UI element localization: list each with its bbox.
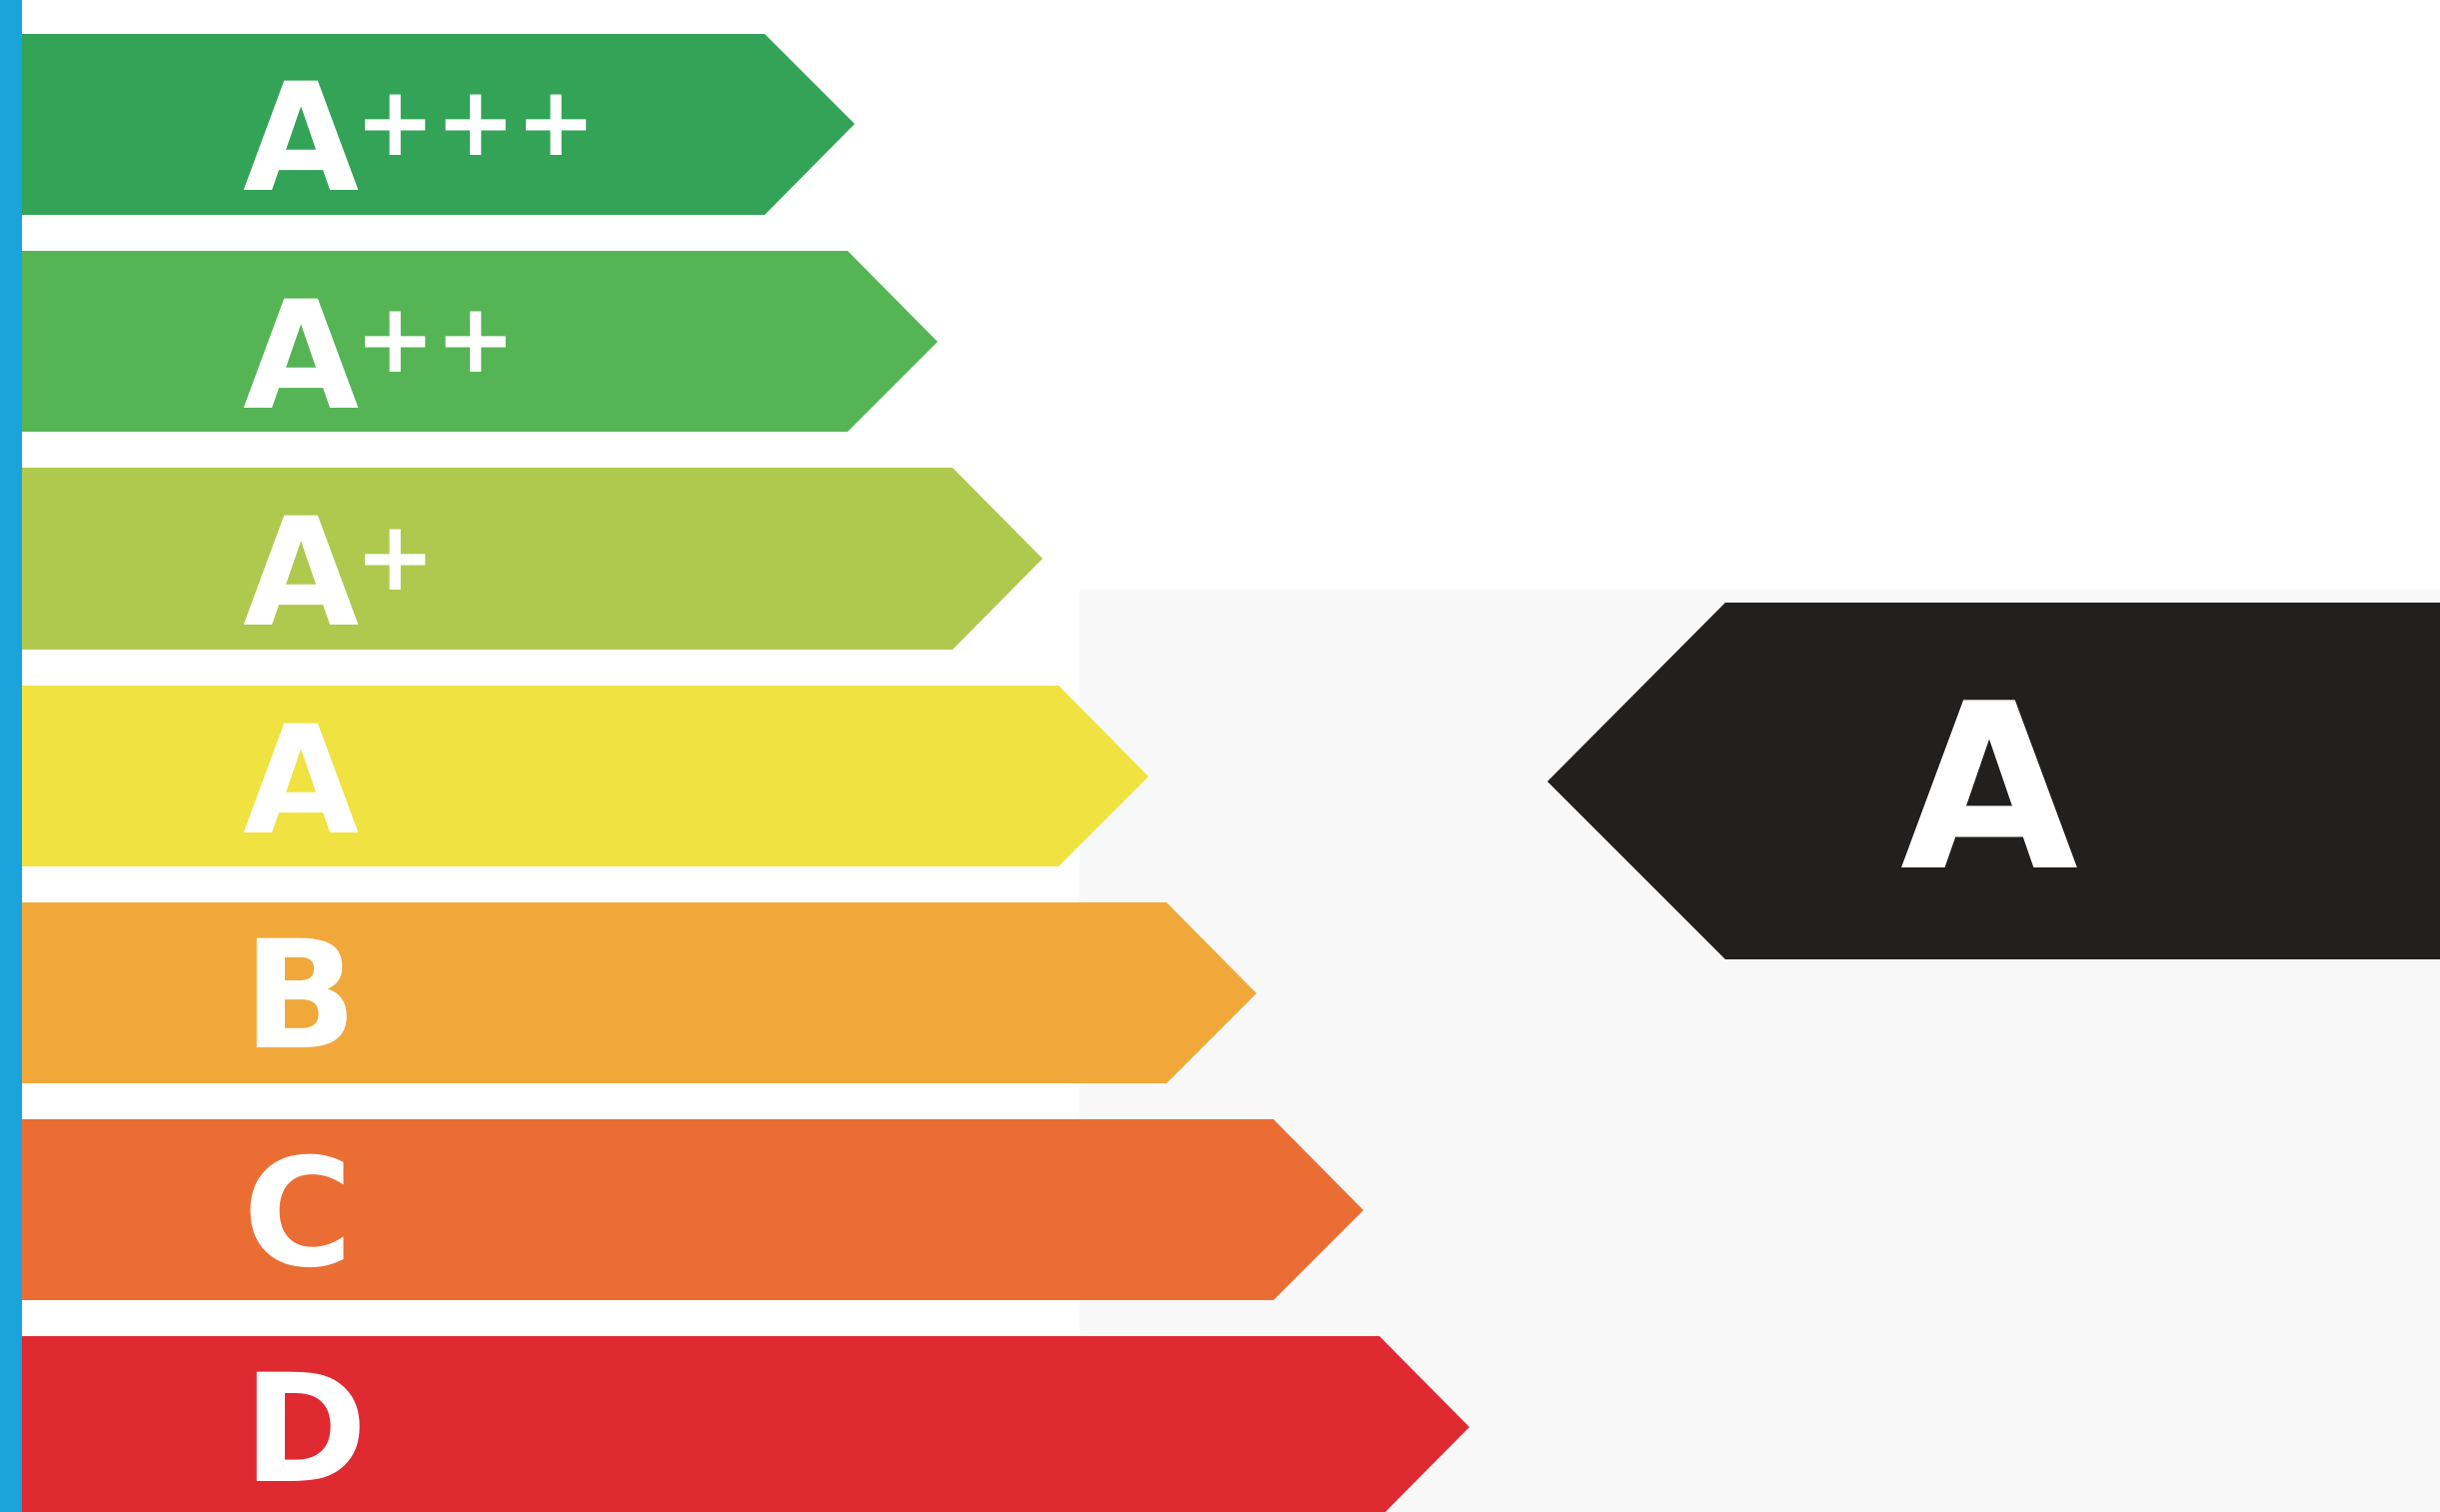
class-plus: +++ — [355, 66, 596, 178]
class-arrow-shape — [22, 1336, 1469, 1512]
efficiency-class-scale: A +++ A ++ A + A B C D — [22, 34, 1469, 1512]
class-arrow-shape — [22, 468, 1043, 650]
class-plus: ++ — [355, 283, 516, 395]
class-letter: B — [243, 909, 357, 1083]
class-letter: C — [243, 1127, 353, 1301]
rating-arrow-point — [1547, 603, 1725, 959]
rating-arrow-shape — [1725, 603, 2440, 959]
class-arrow-shape — [22, 1119, 1363, 1300]
class-arrow-shape — [22, 686, 1149, 866]
class-arrow: A ++ — [22, 251, 938, 444]
class-plus: + — [355, 501, 435, 613]
left-accent-bar — [0, 0, 22, 1512]
class-letter: A — [243, 487, 359, 661]
class-letter: A — [243, 695, 359, 868]
class-letter: A — [243, 52, 359, 226]
class-arrow: A — [22, 686, 1149, 868]
class-arrow-shape — [22, 902, 1256, 1083]
rating-indicator: A — [1547, 603, 2440, 959]
class-arrow: A + — [22, 468, 1043, 661]
class-letter: A — [243, 270, 359, 444]
class-arrow: A +++ — [22, 34, 855, 226]
class-letter: D — [243, 1343, 368, 1512]
class-arrow: D — [22, 1336, 1469, 1512]
class-arrow: B — [22, 902, 1256, 1083]
class-arrow-shape — [22, 34, 855, 215]
rating-letter: A — [1900, 656, 2078, 922]
class-arrow-shape — [22, 251, 938, 432]
class-arrow: C — [22, 1119, 1363, 1301]
